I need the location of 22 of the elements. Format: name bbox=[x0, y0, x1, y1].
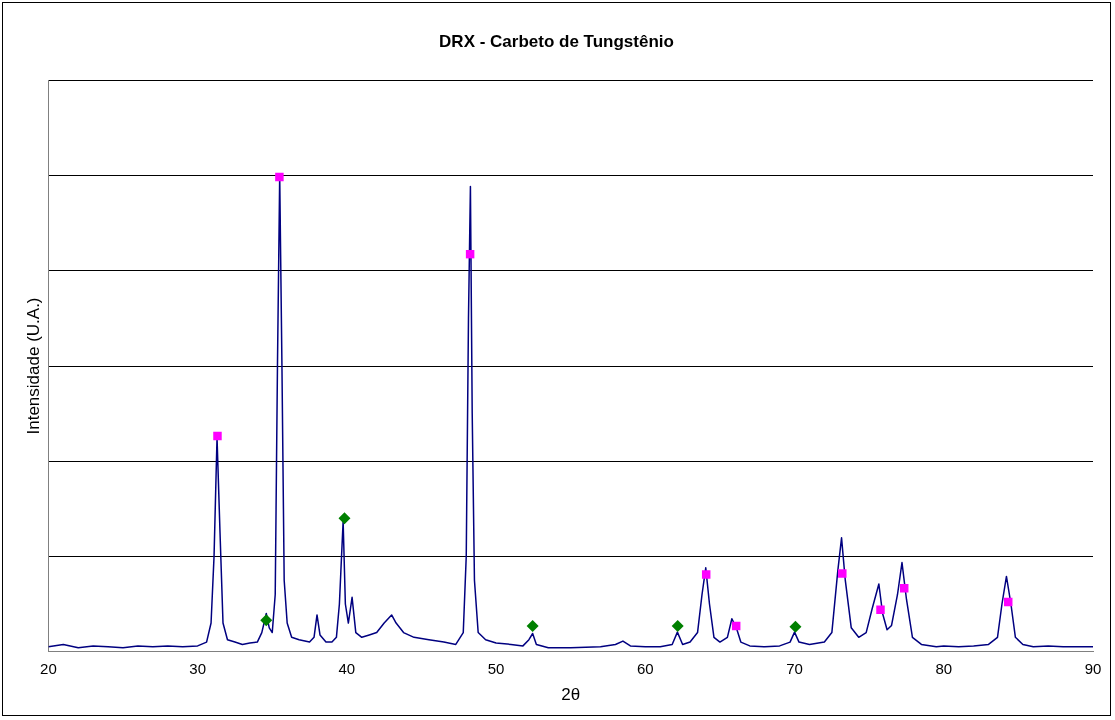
point bbox=[789, 620, 802, 633]
point bbox=[701, 570, 711, 579]
x-tick-label: 80 bbox=[935, 659, 953, 677]
x-tick-label: 70 bbox=[786, 659, 803, 677]
y-axis-title: Intensidade (U.A.) bbox=[23, 297, 43, 435]
point bbox=[338, 512, 351, 525]
point bbox=[260, 614, 273, 627]
x-tick-label: 90 bbox=[1084, 659, 1102, 677]
x-axis-title: 2θ bbox=[561, 685, 581, 705]
x-tick-label: 50 bbox=[487, 659, 505, 677]
point bbox=[671, 619, 684, 632]
point bbox=[213, 431, 222, 441]
point bbox=[526, 619, 539, 632]
point bbox=[899, 584, 909, 593]
x-tick-label: 60 bbox=[636, 659, 654, 677]
x-tick-label: 20 bbox=[40, 659, 57, 677]
point bbox=[838, 569, 847, 578]
x-tick-label: 30 bbox=[189, 659, 206, 677]
chart-title: DRX - Carbeto de Tungstênio bbox=[439, 31, 674, 51]
point bbox=[275, 172, 284, 182]
x-tick-label: 40 bbox=[338, 659, 356, 677]
point bbox=[876, 605, 885, 614]
